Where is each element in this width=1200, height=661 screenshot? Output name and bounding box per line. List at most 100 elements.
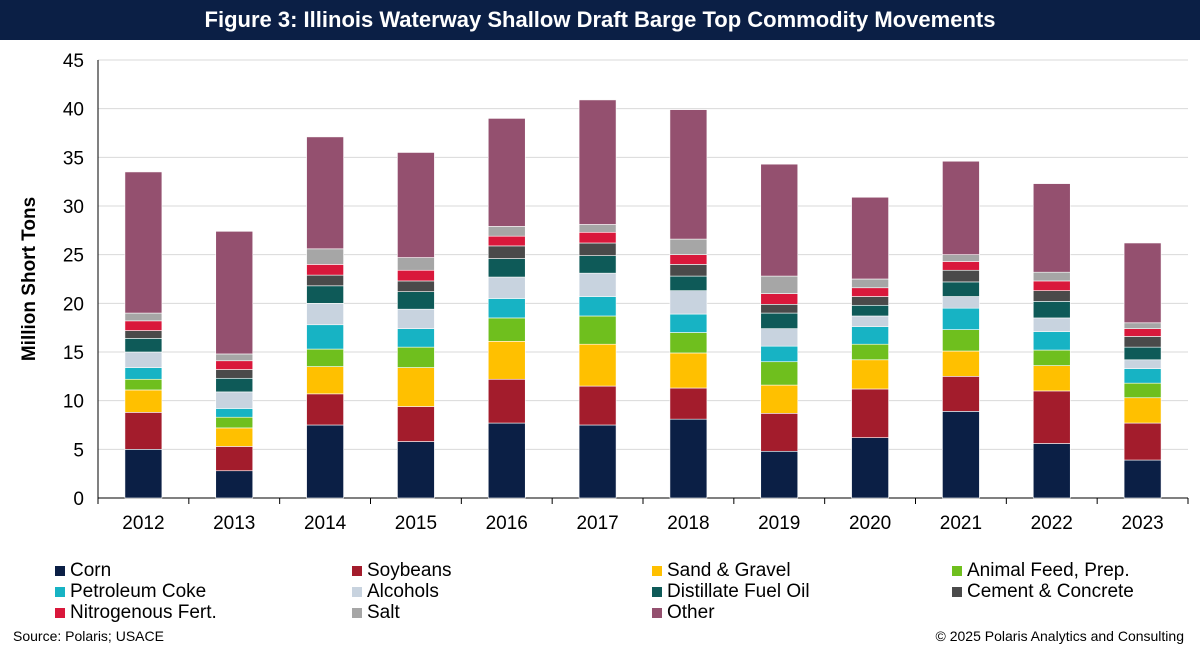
bar-segment xyxy=(942,281,980,297)
bar-segment xyxy=(487,118,526,227)
bar-segment xyxy=(942,329,980,352)
bar-segment xyxy=(851,388,889,438)
bar-segment xyxy=(1032,301,1071,319)
legend-label: Alcohols xyxy=(367,580,439,602)
bar-segment xyxy=(1032,271,1071,282)
bar-segment xyxy=(578,242,617,256)
bar-segment xyxy=(578,343,617,387)
bar-segment xyxy=(487,276,526,299)
bar-segment xyxy=(487,340,526,380)
bar-segment xyxy=(215,408,254,418)
copyright-note: © 2025 Polaris Analytics and Consulting xyxy=(935,628,1184,644)
bar-segment xyxy=(760,163,799,277)
legend-label: Sand & Gravel xyxy=(667,559,791,581)
bar-segment xyxy=(215,369,254,379)
bar-segment xyxy=(578,272,617,297)
bar-segment xyxy=(1032,365,1071,392)
legend-label: Soybeans xyxy=(367,559,452,581)
bar-segment xyxy=(1032,317,1071,332)
bar-segment xyxy=(669,418,708,499)
y-tick-label: 20 xyxy=(63,294,84,315)
legend-item: Petroleum Coke xyxy=(55,581,352,602)
chart-legend: Corn Soybeans Sand & Gravel Animal Feed, Pr… xyxy=(55,560,1175,623)
bar-segment xyxy=(1123,459,1162,499)
legend-label: Petroleum Coke xyxy=(70,580,207,602)
bar-segment xyxy=(487,226,526,237)
legend-label: Distillate Fuel Oil xyxy=(667,580,810,602)
bar-segment xyxy=(669,290,708,315)
bar-segment xyxy=(942,296,980,309)
x-tick-label: 2017 xyxy=(576,513,618,534)
bar-segment xyxy=(851,278,889,289)
bar-segment xyxy=(760,312,799,329)
x-tick-label: 2023 xyxy=(1121,513,1163,534)
legend-label: Nitrogenous Fert. xyxy=(70,601,217,623)
bar-segment xyxy=(124,330,163,339)
bar-segment xyxy=(397,308,435,329)
bar-segment xyxy=(669,254,708,265)
bar-segment xyxy=(1032,183,1071,273)
bar-segment xyxy=(942,269,980,283)
bar-segment xyxy=(124,367,163,380)
bar-segment xyxy=(306,248,344,265)
bar-segment xyxy=(397,291,435,310)
bar-segment xyxy=(578,255,617,274)
bar-segment xyxy=(578,385,617,426)
bar-segment xyxy=(215,470,254,499)
x-tick-label: 2022 xyxy=(1031,513,1073,534)
bar-segment xyxy=(215,446,254,472)
bar-segment xyxy=(1123,382,1162,399)
bar-segment xyxy=(760,304,799,314)
y-axis-label: Million Short Tons xyxy=(19,197,40,361)
bar-segment xyxy=(397,441,435,499)
bar-segment xyxy=(760,361,799,386)
bar-segment xyxy=(760,328,799,347)
legend-swatch xyxy=(952,586,962,597)
bar-segment xyxy=(851,326,889,345)
source-note: Source: Polaris; USACE xyxy=(13,628,164,644)
bar-segment xyxy=(397,346,435,368)
bar-segment xyxy=(942,160,980,255)
bar-segment xyxy=(578,424,617,499)
bar-segment xyxy=(760,345,799,363)
bar-segment xyxy=(397,406,435,442)
legend-item: Nitrogenous Fert. xyxy=(55,602,352,623)
legend-swatch xyxy=(652,607,662,618)
bar-segment xyxy=(306,136,344,250)
legend-item: Alcohols xyxy=(352,581,652,602)
legend-item: Cement & Concrete xyxy=(952,581,1182,602)
bar-segment xyxy=(669,275,708,291)
bar-segment xyxy=(487,317,526,342)
y-tick-label: 45 xyxy=(63,51,84,72)
legend-swatch xyxy=(652,586,662,597)
bar-segment xyxy=(124,312,163,322)
legend-swatch xyxy=(652,565,662,576)
bar-segment xyxy=(578,296,617,317)
bar-segment xyxy=(1123,336,1162,348)
legend-label: Corn xyxy=(70,559,112,581)
legend-swatch xyxy=(952,565,962,576)
bar-segment xyxy=(669,109,708,240)
bar-segment xyxy=(1032,331,1071,351)
bar-segment xyxy=(215,231,254,355)
bar-segment xyxy=(578,99,617,225)
legend-item: Animal Feed, Prep. xyxy=(952,560,1182,581)
x-tick-label: 2020 xyxy=(849,513,891,534)
bar-segment xyxy=(306,264,344,276)
bar-segment xyxy=(306,285,344,304)
bar-segment xyxy=(124,171,163,314)
bar-segment xyxy=(487,245,526,259)
bar-segment xyxy=(578,231,617,244)
bar-segment xyxy=(397,257,435,271)
bar-segment xyxy=(669,264,708,277)
legend-item: Other xyxy=(652,602,952,623)
bar-segment xyxy=(124,320,163,331)
bar-segment xyxy=(124,338,163,353)
legend-swatch xyxy=(55,586,65,597)
bar-segment xyxy=(306,424,344,499)
legend-swatch xyxy=(55,607,65,618)
bar-segment xyxy=(851,437,889,499)
bar-segment xyxy=(306,393,344,426)
x-tick-label: 2019 xyxy=(758,513,800,534)
bar-segment xyxy=(306,324,344,350)
